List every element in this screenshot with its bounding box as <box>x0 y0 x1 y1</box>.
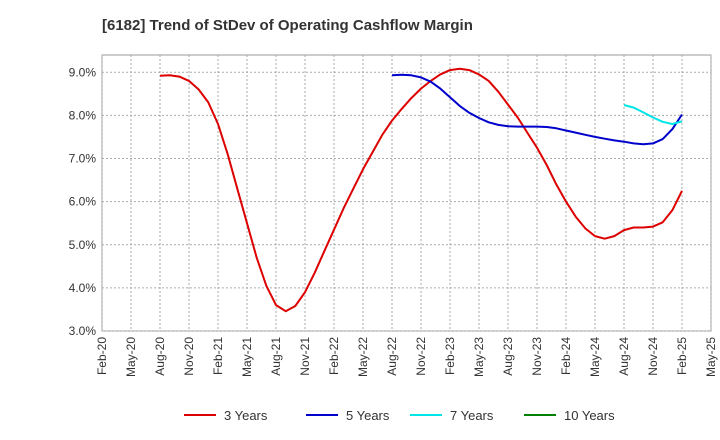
y-tick-label: 9.0% <box>69 65 97 79</box>
x-tick-label: Feb-20 <box>95 337 109 375</box>
x-tick-label: Nov-24 <box>646 337 660 376</box>
y-axis: 3.0% 4.0% 5.0% 6.0% 7.0% 8.0% 9.0% <box>69 65 97 338</box>
x-tick-label: May-20 <box>124 337 138 377</box>
x-tick-label: Nov-22 <box>414 337 428 376</box>
legend-label-2: 5 Years <box>346 408 390 423</box>
y-tick-label: 8.0% <box>69 108 97 122</box>
legend-label-1: 3 Years <box>224 408 268 423</box>
legend-label-4: 10 Years <box>564 408 615 423</box>
legend: 3 Years 5 Years 7 Years 10 Years <box>184 408 615 423</box>
y-tick-label: 5.0% <box>69 238 97 252</box>
x-tick-label: May-22 <box>356 337 370 377</box>
x-tick-label: Aug-20 <box>153 337 167 376</box>
x-tick-label: May-21 <box>240 337 254 377</box>
x-tick-label: May-24 <box>588 337 602 377</box>
series-lines <box>159 67 683 313</box>
x-tick-label: Nov-23 <box>530 337 544 376</box>
x-tick-label: May-25 <box>704 337 718 377</box>
x-tick-label: Feb-22 <box>327 337 341 375</box>
x-tick-label: Feb-24 <box>559 337 573 375</box>
x-tick-label: Feb-25 <box>675 337 689 375</box>
y-tick-label: 7.0% <box>69 152 97 166</box>
series-line-2 <box>391 73 683 146</box>
x-tick-label: Nov-21 <box>298 337 312 376</box>
legend-label-3: 7 Years <box>450 408 494 423</box>
x-tick-label: Aug-22 <box>385 337 399 376</box>
x-tick-label: May-23 <box>472 337 486 377</box>
chart-title: [6182] Trend of StDev of Operating Cashf… <box>102 17 473 34</box>
y-tick-label: 3.0% <box>69 324 97 338</box>
series-line-1 <box>159 67 683 313</box>
x-axis: Feb-20 May-20 Aug-20 Nov-20 Feb-21 May-21 Aug-… <box>95 337 718 377</box>
series-line-3 <box>623 104 683 125</box>
x-tick-label: Feb-23 <box>443 337 457 375</box>
plot-area <box>101 54 712 332</box>
grid <box>101 55 712 332</box>
y-tick-label: 6.0% <box>69 195 97 209</box>
x-tick-label: Aug-24 <box>617 337 631 376</box>
x-tick-label: Aug-23 <box>501 337 515 376</box>
x-tick-label: Feb-21 <box>211 337 225 375</box>
x-tick-label: Nov-20 <box>182 337 196 376</box>
y-tick-label: 4.0% <box>69 281 97 295</box>
x-tick-label: Aug-21 <box>269 337 283 376</box>
